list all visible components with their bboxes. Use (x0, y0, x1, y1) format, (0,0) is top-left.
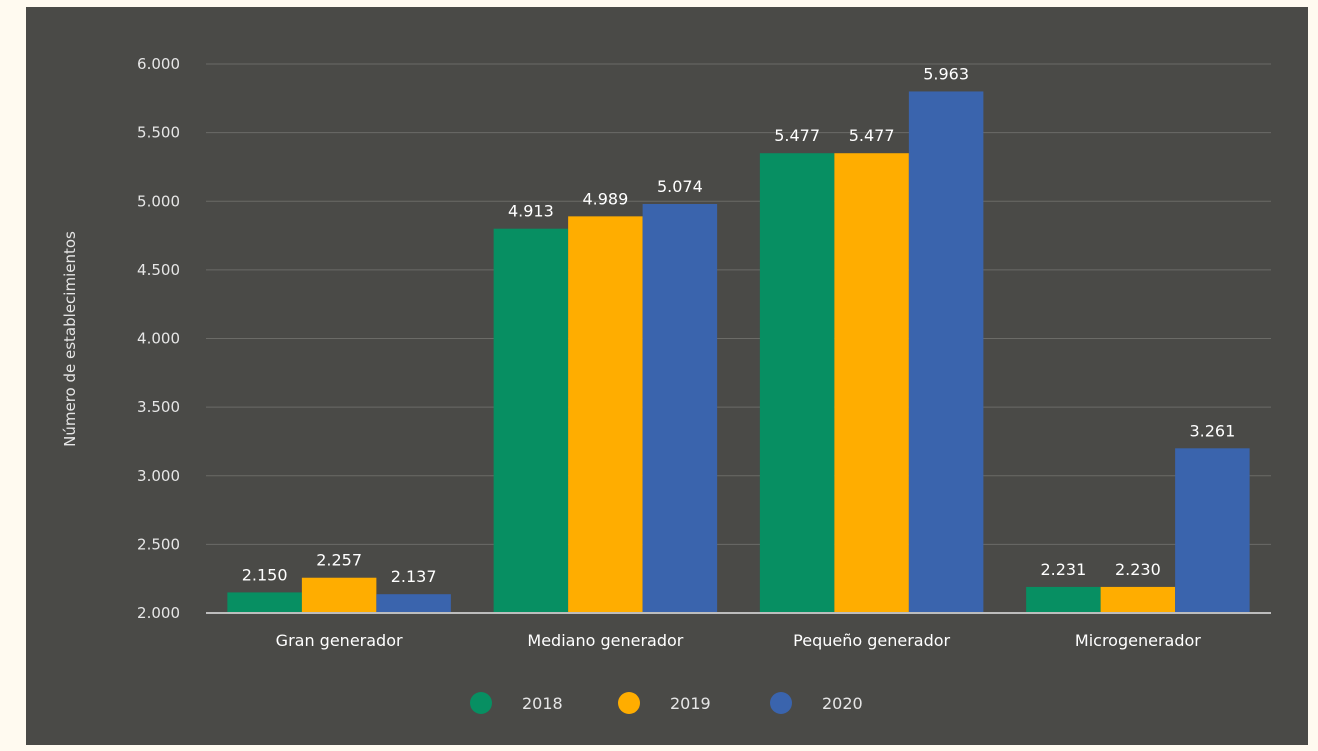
bar-2020 (908, 91, 984, 613)
data-label: 5.477 (849, 126, 895, 145)
bar-2018 (1026, 586, 1101, 613)
data-label: 4.913 (508, 202, 554, 221)
legend-swatch (470, 692, 492, 714)
legend-swatch (618, 692, 640, 714)
data-label: 2.257 (316, 551, 362, 570)
bars (227, 91, 1250, 613)
y-tick-label: 4.000 (137, 330, 180, 348)
bar-2019 (1100, 586, 1176, 613)
data-label: 4.989 (582, 189, 628, 208)
x-category-label: Mediano generador (527, 631, 683, 650)
y-tick-label: 2.000 (137, 604, 180, 622)
data-label: 3.261 (1189, 421, 1235, 440)
bar-2019 (834, 153, 909, 613)
data-label: 5.477 (774, 126, 820, 145)
y-tick-label: 6.000 (137, 55, 180, 73)
bar-2019 (301, 577, 377, 613)
y-axis-label: Número de establecimientos (61, 231, 79, 447)
data-label: 2.230 (1115, 560, 1161, 579)
x-axis-categories: Gran generador Mediano generador Pequeño g… (276, 631, 1202, 650)
x-category-label: Gran generador (276, 631, 403, 650)
legend-label: 2019 (670, 694, 711, 713)
chart-panel: 2.000 2.500 3.000 3.500 4.000 4.500 5.000 5.500… (26, 7, 1308, 745)
y-tick-label: 2.500 (137, 535, 180, 553)
bar-chart: 2.000 2.500 3.000 3.500 4.000 4.500 5.000 5.500… (61, 55, 1271, 714)
data-label: 5.074 (657, 177, 703, 196)
y-axis-ticks: 2.000 2.500 3.000 3.500 4.000 4.500 5.000 5.500… (137, 55, 180, 622)
bar-2018 (759, 153, 835, 613)
bar-2019 (568, 216, 643, 613)
y-tick-label: 5.000 (137, 192, 180, 210)
legend-label: 2020 (822, 694, 863, 713)
legend-item-2018[interactable]: 2018 (470, 692, 563, 714)
y-tick-label: 3.500 (137, 398, 180, 416)
data-labels: 2.150 2.257 2.137 4.913 4.989 5.074 5.477 5.477… (242, 64, 1236, 586)
bar-2020 (376, 594, 451, 613)
y-tick-label: 5.500 (137, 124, 180, 142)
data-label: 2.150 (242, 565, 288, 584)
gridlines (206, 63, 1271, 545)
y-tick-label: 3.000 (137, 467, 180, 485)
bar-2020 (642, 203, 718, 613)
data-label: 2.137 (391, 567, 437, 586)
bar-2018 (227, 592, 302, 613)
bar-2018 (493, 228, 569, 613)
data-label: 5.963 (923, 64, 969, 83)
data-label: 2.231 (1040, 560, 1086, 579)
x-category-label: Microgenerador (1075, 631, 1201, 650)
legend-item-2020[interactable]: 2020 (770, 692, 863, 714)
x-category-label: Pequeño generador (793, 631, 950, 650)
legend[interactable]: 2018 2019 2020 (470, 692, 863, 714)
bar-2020 (1175, 448, 1250, 613)
legend-swatch (770, 692, 792, 714)
legend-label: 2018 (522, 694, 563, 713)
legend-item-2019[interactable]: 2019 (618, 692, 711, 714)
y-tick-label: 4.500 (137, 261, 180, 279)
